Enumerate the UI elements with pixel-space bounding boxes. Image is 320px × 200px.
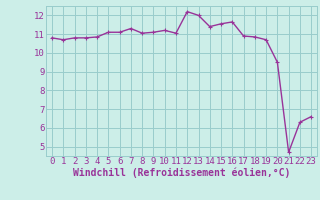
X-axis label: Windchill (Refroidissement éolien,°C): Windchill (Refroidissement éolien,°C): [73, 168, 290, 178]
